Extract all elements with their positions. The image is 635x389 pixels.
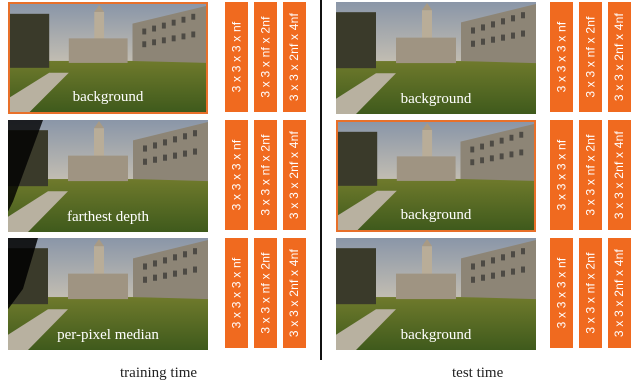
layer-block: 3 x 3 x 3 x nf [225, 120, 248, 230]
layer-block: 3 x 3 x nf x 2nf [254, 120, 277, 230]
training-time-label: training time [120, 365, 198, 381]
test-background-image: background [336, 2, 536, 114]
layer-block: 3 x 3 x 3 x nf [550, 238, 573, 348]
image-caption: per-pixel median [57, 327, 159, 343]
image-caption: background [400, 327, 472, 343]
layer-block: 3 x 3 x nf x 2nf [254, 238, 277, 348]
image-caption: farthest depth [66, 209, 150, 225]
layer-block: 3 x 3 x nf x 2nf [579, 238, 602, 348]
layer-block: 3 x 3 x 2nf x 4nf [283, 120, 306, 230]
image-caption: background [400, 91, 472, 107]
layer-block: 3 x 3 x 3 x nf [550, 120, 573, 230]
image-caption: background [72, 89, 144, 105]
column-divider [320, 0, 322, 360]
test-background-image: background [336, 120, 536, 232]
layer-block: 3 x 3 x 2nf x 4nf [608, 2, 631, 112]
test-background-image: background [336, 238, 536, 350]
test-time-label: test time [452, 365, 504, 381]
layer-block: 3 x 3 x 3 x nf [225, 2, 248, 112]
training-farthest-depth-image: farthest depth [8, 120, 208, 232]
layer-block: 3 x 3 x 2nf x 4nf [283, 238, 306, 348]
layer-block: 3 x 3 x 2nf x 4nf [608, 120, 631, 230]
training-median-image: per-pixel median [8, 238, 208, 350]
layer-block: 3 x 3 x nf x 2nf [579, 120, 602, 230]
layer-block: 3 x 3 x 3 x nf [550, 2, 573, 112]
image-caption: background [400, 207, 472, 223]
layer-block: 3 x 3 x 2nf x 4nf [608, 238, 631, 348]
layer-block: 3 x 3 x 3 x nf [225, 238, 248, 348]
layer-block: 3 x 3 x nf x 2nf [579, 2, 602, 112]
layer-block: 3 x 3 x 2nf x 4nf [283, 2, 306, 112]
layer-block: 3 x 3 x nf x 2nf [254, 2, 277, 112]
training-background-image: background [8, 2, 208, 114]
